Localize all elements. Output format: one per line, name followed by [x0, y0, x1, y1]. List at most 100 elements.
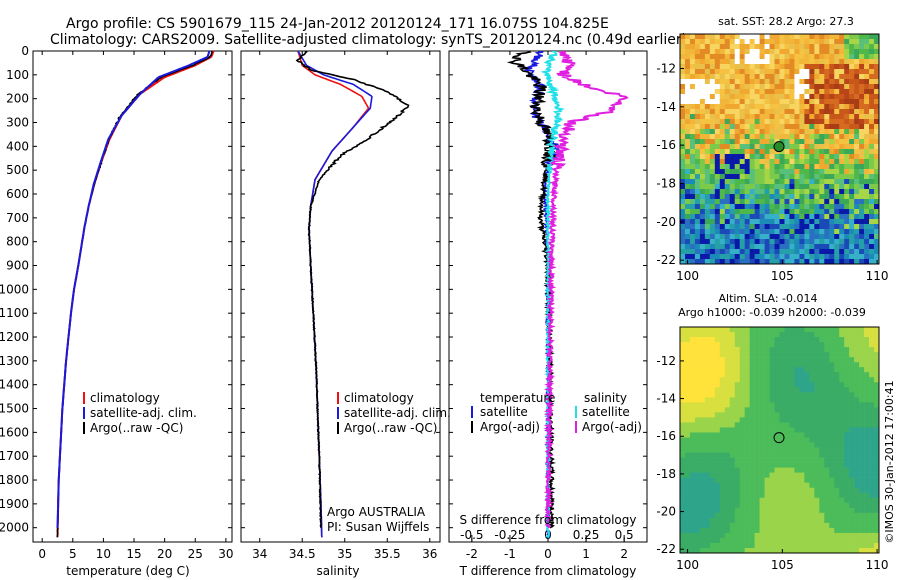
- sst-cell: [699, 209, 706, 215]
- sla-cell: [799, 357, 805, 363]
- sst-cell: [689, 229, 696, 235]
- sla-cell: [839, 447, 845, 453]
- sla-cell: [874, 377, 880, 383]
- sst-cell: [839, 189, 845, 195]
- sst-cell: [684, 114, 691, 120]
- series-line-argo-raw-qc-: [295, 51, 410, 528]
- sst-cell: [709, 84, 716, 90]
- sst-cell: [829, 154, 835, 160]
- sst-cell: [829, 114, 835, 120]
- sla-cell: [769, 342, 775, 348]
- sst-cell: [809, 44, 815, 50]
- sst-cell: [804, 39, 810, 45]
- sst-cell: [839, 119, 845, 125]
- sla-cell: [799, 397, 805, 403]
- sla-cell: [734, 447, 740, 453]
- sst-cell: [824, 79, 830, 85]
- x-tick-label: 34.5: [289, 547, 316, 561]
- sla-cell: [819, 347, 825, 353]
- sst-cell: [704, 259, 711, 265]
- sst-cell: [704, 234, 711, 240]
- sla-cell: [680, 512, 686, 519]
- sst-cell: [874, 124, 880, 130]
- sst-cell: [699, 159, 706, 165]
- sla-cell: [684, 387, 691, 393]
- sla-cell: [819, 372, 825, 378]
- sla-cell: [864, 367, 870, 373]
- sla-cell: [814, 427, 820, 433]
- sla-cell: [844, 517, 850, 524]
- sla-cell: [854, 407, 860, 413]
- sst-cell: [699, 189, 706, 195]
- sst-cell: [689, 69, 696, 75]
- sla-cell: [704, 337, 711, 343]
- sla-cell: [680, 507, 686, 514]
- series-line-salinity-satellite: [540, 51, 565, 539]
- sst-cell: [759, 109, 765, 115]
- sla-cell: [844, 467, 850, 473]
- sst-cell: [754, 219, 760, 225]
- sla-cell: [734, 357, 740, 363]
- sst-cell: [784, 154, 790, 160]
- sla-cell: [684, 347, 691, 353]
- sla-cell: [719, 417, 726, 423]
- sla-cell: [844, 417, 850, 423]
- sla-cell: [874, 397, 880, 403]
- sst-cell: [869, 164, 875, 170]
- sla-cell: [864, 527, 870, 534]
- sla-cell: [789, 467, 795, 473]
- sst-cell: [694, 84, 701, 90]
- sst-cell: [824, 249, 830, 255]
- sst-cell: [684, 79, 691, 85]
- sst-cell: [759, 219, 765, 225]
- sst-cell: [854, 259, 860, 265]
- sla-cell: [694, 357, 701, 363]
- sla-cell: [844, 532, 850, 539]
- sst-cell: [704, 49, 711, 55]
- sst-cell: [699, 114, 706, 120]
- sla-cell: [874, 362, 880, 368]
- sst-cell: [744, 234, 750, 240]
- sst-cell: [859, 164, 865, 170]
- sla-cell: [814, 527, 820, 534]
- sla-cell: [804, 372, 810, 378]
- sla-cell: [680, 357, 686, 363]
- sst-cell: [839, 139, 845, 145]
- sla-cell: [724, 407, 731, 413]
- sst-cell: [874, 154, 880, 160]
- sst-cell: [789, 44, 795, 50]
- sla-cell: [844, 452, 850, 458]
- sst-cell: [799, 114, 805, 120]
- sst-cell: [804, 69, 810, 75]
- map-lat-label: -18: [656, 467, 676, 481]
- sst-cell: [684, 164, 691, 170]
- sst-cell: [744, 174, 750, 180]
- sst-cell: [839, 104, 845, 110]
- sla-cell: [680, 492, 686, 499]
- sla-cell: [864, 372, 870, 378]
- sla-cell: [714, 412, 721, 418]
- sla-cell: [854, 387, 860, 393]
- sst-cell: [794, 234, 800, 240]
- sst-cell: [864, 229, 870, 235]
- sla-cell: [729, 332, 736, 338]
- sla-cell: [839, 382, 845, 388]
- sst-cell: [864, 119, 870, 125]
- sst-cell: [729, 154, 736, 160]
- sst-cell: [784, 159, 790, 165]
- sst-cell: [704, 124, 711, 130]
- sla-cell: [769, 357, 775, 363]
- sst-cell: [789, 159, 795, 165]
- sla-cell: [779, 412, 785, 418]
- sla-cell: [804, 397, 810, 403]
- sst-cell: [874, 179, 880, 185]
- sst-cell: [859, 224, 865, 230]
- sla-cell: [849, 457, 855, 463]
- sla-cell: [714, 327, 721, 333]
- sst-cell: [744, 249, 750, 255]
- sst-cell: [714, 239, 721, 245]
- sst-cell: [814, 199, 820, 205]
- sst-cell: [754, 129, 760, 135]
- sla-cell: [794, 327, 800, 333]
- sla-cell: [749, 447, 755, 453]
